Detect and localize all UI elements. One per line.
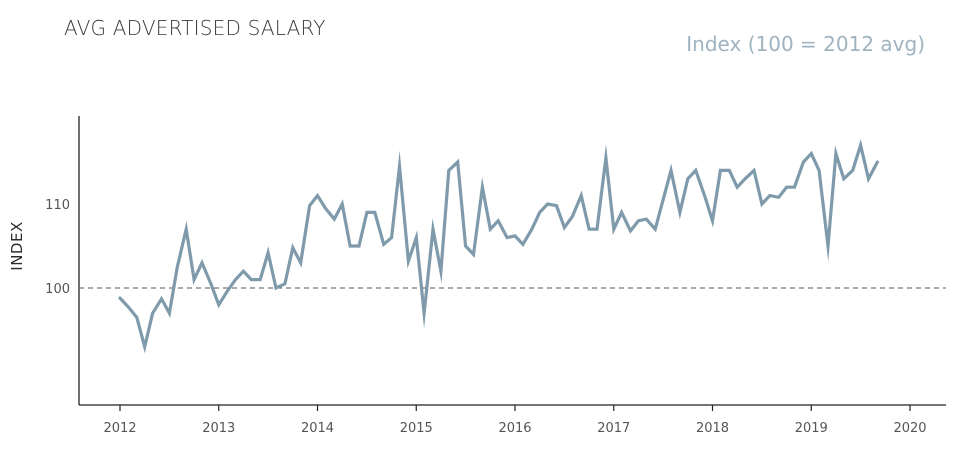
x-tick-label: 2020 <box>893 421 926 436</box>
y-ticks: 100 110 <box>45 198 70 297</box>
x-tick-label: 2014 <box>301 421 334 436</box>
y-tick-label: 110 <box>45 198 70 213</box>
series-group <box>118 139 880 354</box>
chart-title: AVG ADVERTISED SALARY <box>64 16 326 40</box>
y-tick-label: 100 <box>45 282 70 297</box>
x-tick-label: 2012 <box>103 421 136 436</box>
series-line <box>118 139 880 354</box>
x-tick-label: 2013 <box>202 421 235 436</box>
x-tick-label: 2019 <box>795 421 828 436</box>
chart-subtitle: Index (100 = 2012 avg) <box>686 32 925 56</box>
x-tick-label: 2016 <box>498 421 531 436</box>
y-axis-title: INDEX <box>8 221 26 270</box>
y-axis-title-group: INDEX <box>8 221 26 270</box>
x-tick-label: 2015 <box>400 421 433 436</box>
x-tick-label: 2018 <box>696 421 729 436</box>
x-ticks: 2012 2013 2014 2015 2016 2017 2018 2019 2020 <box>103 405 927 436</box>
x-tick-label: 2017 <box>597 421 630 436</box>
